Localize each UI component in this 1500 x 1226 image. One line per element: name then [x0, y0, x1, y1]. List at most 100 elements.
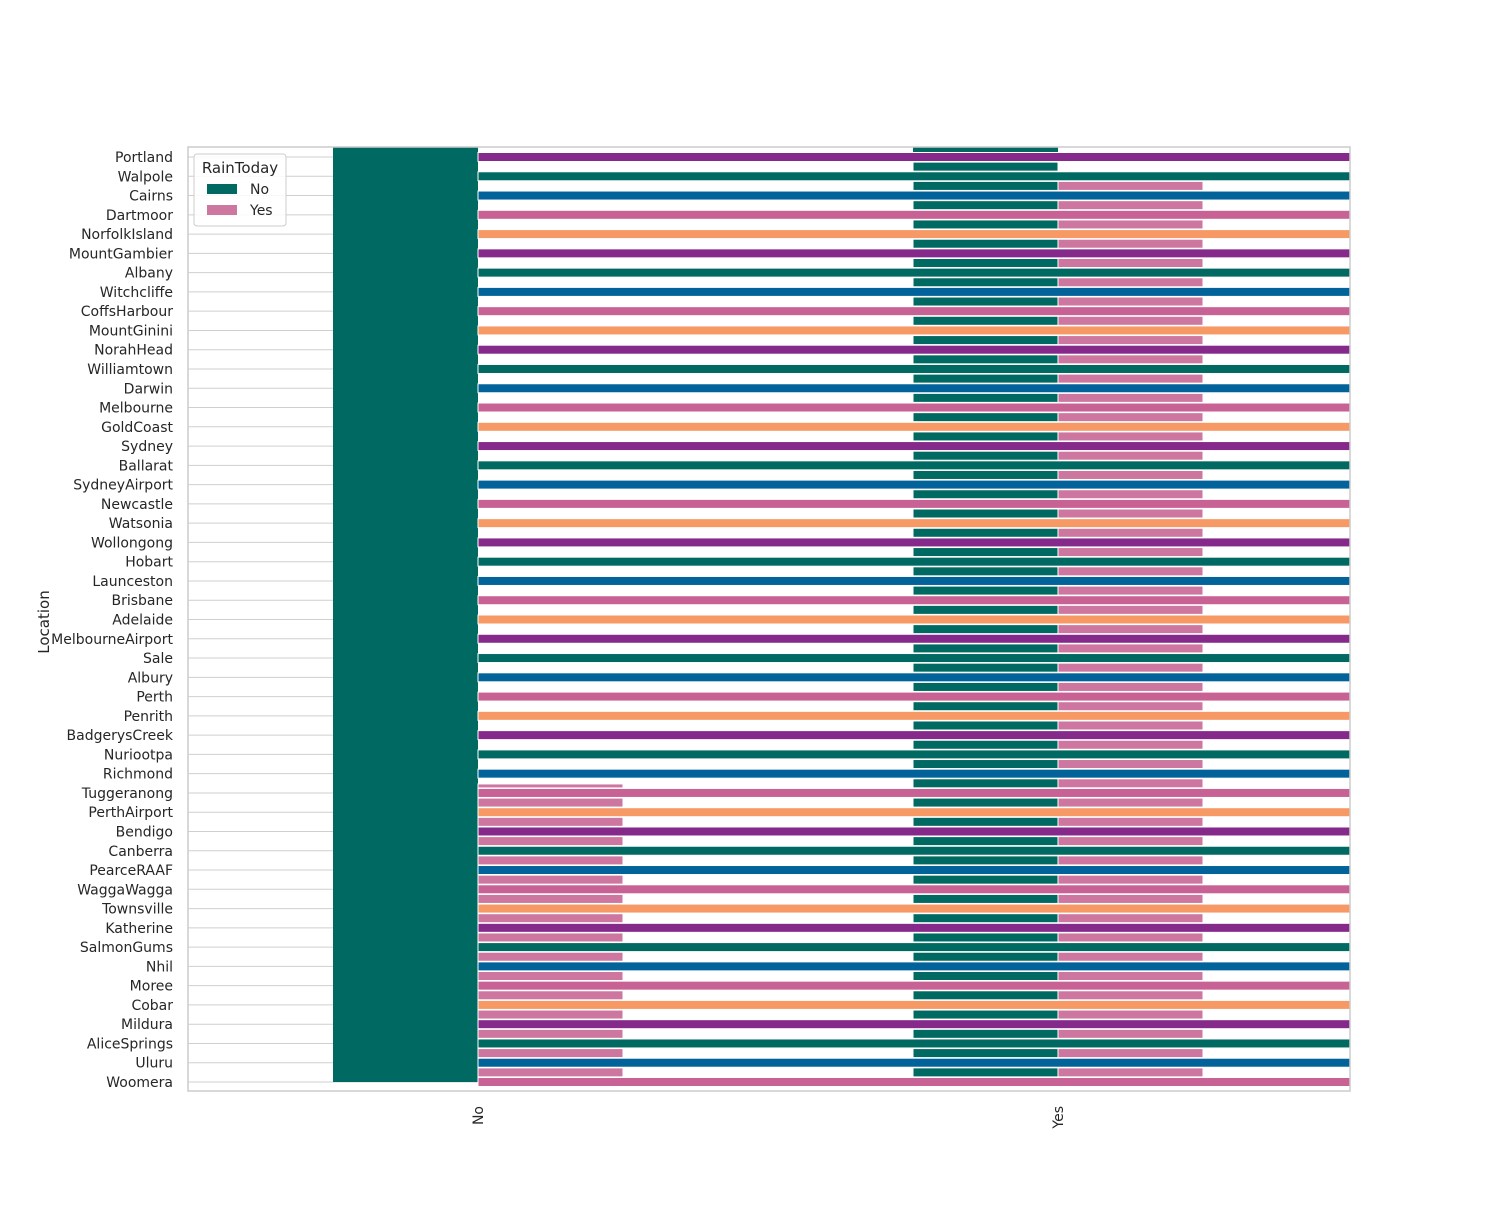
bar-yes-yes: [1057, 450, 1204, 461]
bar-yes-no: [912, 219, 1059, 230]
bar-yes-no: [912, 874, 1059, 885]
bar-BadgerysCreek: [477, 730, 1351, 741]
bar-yes-no: [912, 1028, 1059, 1039]
bar-no-yes: [477, 990, 624, 1001]
bar-AliceSprings: [477, 1038, 1351, 1049]
bar-no-yes: [477, 1009, 624, 1020]
y-tick-label: Canberra: [108, 844, 173, 860]
legend-label-yes: Yes: [249, 203, 273, 219]
y-tick-label: Melbourne: [99, 401, 173, 417]
bar-yes-yes: [1057, 566, 1204, 577]
bar-yes-no: [912, 200, 1059, 211]
bar-yes-no: [912, 971, 1059, 982]
bar-yes-no: [912, 489, 1059, 500]
y-tick-label: Adelaide: [112, 613, 173, 629]
bar-yes-no: [912, 604, 1059, 615]
bar-yes-yes: [1057, 527, 1204, 538]
bar-yes-yes: [1057, 238, 1204, 249]
bar-yes-no: [912, 238, 1059, 249]
bar-CoffsHarbour: [477, 306, 1351, 317]
bar-yes-yes: [1057, 797, 1204, 808]
bar-yes-yes: [1057, 296, 1204, 307]
x-tick-label: Yes: [1051, 1106, 1067, 1130]
y-tick-label: Cobar: [131, 998, 173, 1014]
y-tick-label: WaggaWagga: [77, 882, 173, 898]
bar-Wollongong: [477, 537, 1351, 548]
bar-yes-yes: [1057, 624, 1204, 635]
bar-Melbourne: [477, 402, 1351, 413]
bar-yes-no: [912, 759, 1059, 770]
bar-yes-yes: [1057, 1067, 1204, 1078]
bar-no-yes: [477, 816, 624, 827]
bar-yes-yes: [1057, 971, 1204, 982]
bars: [333, 147, 1351, 1087]
bar-yes-no: [912, 855, 1059, 866]
bar-yes-no: [912, 335, 1059, 346]
bar-Perth: [477, 691, 1351, 702]
bar-Woomera: [477, 1077, 1351, 1087]
bar-yes-yes: [1057, 816, 1204, 827]
bar-NorahHead: [477, 344, 1351, 355]
bar-yes-no: [912, 585, 1059, 596]
bar-Albury: [477, 672, 1351, 683]
bar-Albany: [477, 267, 1351, 278]
bar-yes-no: [912, 720, 1059, 731]
bar-yes-yes: [1057, 1048, 1204, 1059]
bar-yes-yes: [1057, 720, 1204, 731]
bar-Mildura: [477, 1019, 1351, 1030]
bar-Sale: [477, 653, 1351, 664]
bar-yes-no: [912, 277, 1059, 288]
bar-yes-no: [912, 527, 1059, 538]
bar-no-yes: [477, 913, 624, 924]
bar-yes-no: [912, 778, 1059, 789]
bar-no-yes: [477, 932, 624, 943]
bar-yes-yes: [1057, 913, 1204, 924]
y-tick-label: Portland: [115, 150, 173, 166]
bar-Richmond: [477, 768, 1351, 779]
y-tick-label: Wollongong: [91, 535, 173, 551]
bar-yes-yes: [1057, 951, 1204, 962]
y-tick-label: CoffsHarbour: [81, 304, 173, 320]
bar-yes-no: [912, 315, 1059, 326]
bar-yes-no: [912, 913, 1059, 924]
bar-Katherine: [477, 922, 1351, 933]
bar-yes-no: [912, 373, 1059, 384]
bar-Nuriootpa: [477, 749, 1351, 760]
bar-Adelaide: [477, 614, 1351, 625]
bar-yes-yes: [1057, 354, 1204, 365]
bar-yes-no: [912, 662, 1059, 673]
bar-WaggaWagga: [477, 884, 1351, 895]
bar-Dartmoor: [477, 209, 1351, 220]
y-tick-label: Dartmoor: [106, 208, 173, 224]
bar-Nhil: [477, 961, 1351, 972]
bar-GoldCoast: [477, 421, 1351, 432]
bar-yes-no: [912, 701, 1059, 712]
bar-yes-no: [912, 412, 1059, 423]
bar-no-yes: [477, 836, 624, 847]
bar-yes-yes: [1057, 469, 1204, 480]
bar-yes-yes: [1057, 759, 1204, 770]
bar-Sydney: [477, 441, 1351, 452]
bar-yes-yes: [1057, 489, 1204, 500]
y-tick-label: Watsonia: [109, 516, 173, 532]
y-tick-label: Tuggeranong: [81, 786, 173, 802]
bar-yes-yes: [1057, 778, 1204, 789]
bar-no-yes: [477, 1048, 624, 1059]
y-tick-label: Brisbane: [112, 593, 174, 609]
bar-PerthAirport: [477, 807, 1351, 818]
y-axis-label: Location: [35, 590, 53, 653]
bar-yes-yes: [1057, 662, 1204, 673]
y-tick-label: Witchcliffe: [100, 285, 173, 301]
bar-no-yes: [477, 951, 624, 962]
y-tick-label: Darwin: [124, 381, 173, 397]
plot-frame: [187, 146, 1351, 1092]
bar-Cobar: [477, 999, 1351, 1010]
legend-title: RainToday: [202, 159, 278, 177]
bar-yes-yes: [1057, 373, 1204, 384]
bar-yes-yes: [1057, 874, 1204, 885]
bar-PearceRAAF: [477, 865, 1351, 876]
bar-no-total: [333, 147, 478, 1082]
bar-Witchcliffe: [477, 286, 1351, 297]
y-tick-label: Nuriootpa: [104, 747, 173, 763]
bar-yes-no: [912, 893, 1059, 904]
